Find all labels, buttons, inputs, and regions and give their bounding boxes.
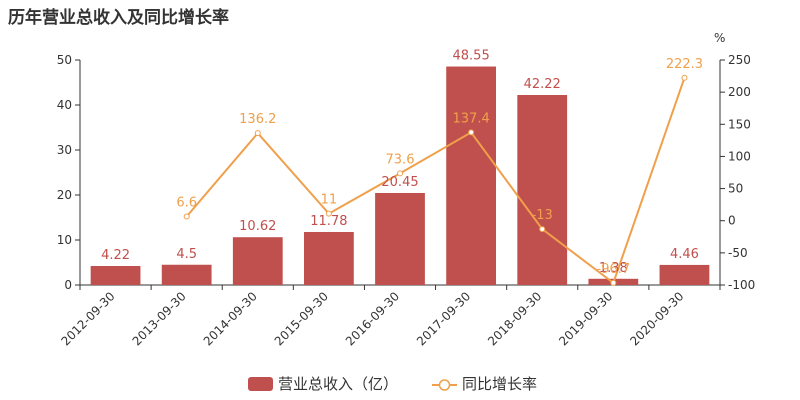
growth-value-label: -96.7 [597,262,631,277]
x-tick-label: 2017-09-30 [414,289,473,348]
legend-bar-swatch [248,377,273,391]
bar [659,264,710,285]
growth-value-label: -13 [532,208,553,223]
y-right-unit: % [714,31,725,45]
growth-point [468,129,475,136]
y-right-tick-label: 0 [728,214,736,228]
y-left-tick-label: 20 [57,188,72,202]
growth-value-label: 136.2 [239,112,276,127]
bar-value-label: 48.55 [453,49,490,64]
growth-line [185,77,686,285]
y-right-tick-label: 250 [728,53,751,67]
growth-value-label: 137.4 [453,111,490,126]
growth-value-label: 73.6 [386,152,415,167]
bar [161,264,212,285]
bar-value-label: 10.62 [239,219,276,234]
y-right-tick-label: -50 [728,246,748,260]
growth-point [325,210,332,217]
growth-value-label: 222.3 [666,57,703,72]
bar-value-label: 4.5 [176,247,197,262]
bar-value-label: 4.46 [670,247,699,262]
bar-value-label: 20.45 [381,175,418,190]
bar-value-label: 4.22 [101,248,130,263]
bar [304,231,354,285]
x-tick-label: 2013-09-30 [130,289,189,348]
x-tick-label: 2019-09-30 [556,289,615,348]
growth-point [397,170,403,177]
bar [232,237,283,285]
y-left-tick-label: 50 [57,53,72,67]
y-right-tick-label: -100 [728,278,755,292]
x-tick-label: 2014-09-30 [201,289,260,348]
legend: 营业总收入（亿） 同比增长率 [248,375,537,393]
x-tick-label: 2018-09-30 [485,289,544,348]
chart-title: 历年营业总收入及同比增长率 [8,8,229,28]
bar-value-label: 1.38 [599,261,628,276]
bar-value-label: 42.22 [524,77,561,92]
x-tick-label: 2015-09-30 [272,289,331,348]
bar [446,66,496,286]
x-tick-label: 2016-09-30 [343,289,402,348]
growth-point [254,130,261,137]
y-left-tick-label: 10 [57,233,72,247]
y-right-tick-label: 50 [728,182,743,196]
bar [517,95,568,285]
y-left-tick-label: 30 [57,143,72,157]
growth-point [539,226,546,233]
y-left-tick-label: 0 [64,278,72,292]
line-series [183,74,688,286]
growth-value-label: 11 [321,193,338,208]
legend-line-marker [438,379,451,391]
y-right-tick-label: 150 [728,117,751,131]
growth-point [183,213,190,220]
y-right-tick-label: 100 [728,149,751,163]
legend-bar-label: 营业总收入（亿） [278,375,398,393]
x-tick-label: 2012-09-30 [58,289,117,348]
growth-point [681,74,688,81]
data-labels: 4.22 4.5 10.62 11.78 20.45 48.55 42.22 1.38 4.46… [101,49,703,277]
growth-value-label: 6.6 [176,195,197,210]
growth-point [610,279,617,286]
bar-series [90,66,710,286]
y-left-tick-label: 40 [57,98,72,112]
bar [90,266,141,285]
bar [375,192,425,285]
legend-line-label: 同比增长率 [462,375,537,393]
y-right-tick-label: 200 [728,85,751,99]
x-tick-label: 2020-09-30 [627,289,686,348]
bar-value-label: 11.78 [310,214,347,229]
